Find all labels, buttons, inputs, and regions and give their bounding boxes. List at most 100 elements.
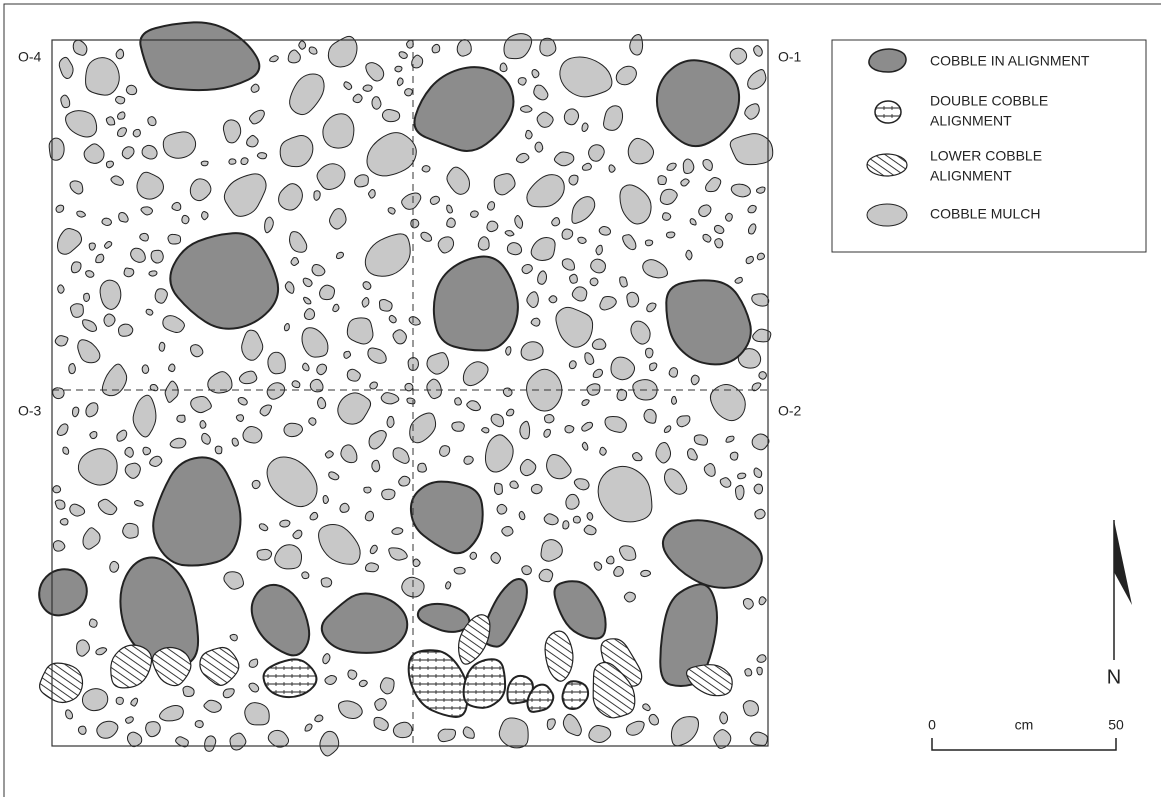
cobble-mulch	[279, 184, 303, 210]
cobble-mulch	[664, 426, 671, 433]
cobble-mulch	[102, 364, 126, 396]
cobble-alignment	[414, 67, 513, 151]
cobble-mulch	[265, 217, 274, 233]
cobble-mulch	[247, 135, 259, 146]
cobble-mulch	[106, 117, 114, 125]
lower-cobble	[200, 648, 239, 686]
cobble-mulch	[389, 315, 396, 322]
cobble-mulch	[362, 297, 369, 307]
cobble-mulch	[560, 57, 612, 97]
lower-cobble	[545, 631, 573, 681]
cobble-mulch	[363, 85, 372, 91]
cobble-alignment	[39, 569, 87, 615]
cobble-mulch	[323, 654, 330, 664]
cobble-mulch	[507, 243, 521, 255]
cobble-mulch	[73, 407, 79, 417]
cobble-mulch	[547, 455, 572, 479]
cobble-mulch	[96, 648, 107, 655]
cobble-mulch	[305, 724, 312, 731]
cobble-mulch	[535, 142, 543, 152]
cobble-mulch	[554, 152, 573, 166]
cobble-mulch	[190, 179, 211, 201]
cobble-mulch	[389, 548, 408, 560]
cobble-mulch	[315, 715, 323, 722]
cobble-mulch	[502, 527, 513, 537]
cobble-mulch	[748, 205, 756, 212]
cobble-mulch	[249, 683, 259, 692]
cobble-mulch	[348, 670, 357, 679]
cobble-mulch	[241, 158, 248, 165]
cobble-mulch	[340, 503, 349, 512]
cobble-mulch	[666, 232, 675, 238]
cobble-mulch	[623, 235, 636, 250]
cobble-mulch	[369, 430, 386, 449]
cobble-mulch	[70, 181, 83, 194]
legend-label: ALIGNMENT	[930, 113, 1012, 129]
cobble-mulch	[86, 58, 120, 96]
scale-bar: 0 cm 50	[928, 717, 1124, 750]
cobble-mulch	[236, 415, 243, 422]
cobble-mulch	[544, 514, 558, 525]
cobble-mulch	[556, 307, 593, 347]
cobble-mulch	[368, 190, 375, 199]
cobble-mulch	[731, 184, 750, 197]
cobble-mulch	[90, 431, 97, 438]
cobble-mulch	[395, 66, 402, 72]
cobble-mulch	[627, 292, 639, 307]
cobble-mulch	[745, 669, 752, 676]
cobble-mulch	[497, 504, 507, 514]
cobble-mulch	[421, 232, 432, 241]
cobble-mulch	[312, 264, 325, 275]
cobble-mulch	[267, 457, 317, 507]
corner-label: O-2	[778, 403, 802, 419]
cobble-mulch	[446, 582, 451, 589]
cobble-mulch	[525, 130, 532, 138]
cobble-mulch	[291, 257, 299, 265]
cobble-mulch	[752, 434, 769, 450]
cobble-mulch	[163, 132, 195, 158]
cobble-mulch	[190, 345, 202, 357]
cobble-mulch	[650, 363, 657, 371]
cobble-mulch	[143, 447, 151, 455]
cobble-mulch	[355, 175, 369, 187]
cobble-mulch	[387, 416, 394, 427]
cobble-mulch	[268, 730, 288, 747]
cobble-mulch	[604, 106, 623, 131]
cobble-mulch	[592, 339, 606, 349]
legend-label: COBBLE MULCH	[930, 206, 1040, 222]
cobble-mulch	[563, 521, 569, 529]
cobble-mulch	[506, 347, 511, 356]
double-cobble	[562, 681, 588, 709]
cobble-mulch	[249, 659, 258, 667]
cobble-mulch	[124, 268, 134, 277]
cobble-mulch	[170, 438, 186, 448]
cobble-mulch	[55, 336, 68, 346]
cobble-mulch	[232, 438, 238, 446]
cobble-mulch	[78, 449, 117, 485]
legend-symbol	[867, 204, 907, 226]
cobble-mulch	[393, 448, 409, 464]
cobble-mulch	[599, 227, 610, 236]
cobble-mulch	[230, 733, 246, 750]
cobble-mulch	[440, 446, 450, 457]
cobble-mulch	[582, 123, 588, 132]
cobble-mulch	[564, 109, 578, 125]
cobble-mulch	[61, 95, 70, 108]
cobble-mulch	[520, 421, 530, 439]
cobble-mulch	[399, 476, 410, 486]
cobble-mulch	[353, 94, 362, 102]
cobble-mulch	[125, 463, 140, 478]
cobble-mulch	[270, 56, 279, 62]
cobble-mulch	[522, 566, 532, 575]
legend-symbol	[875, 101, 901, 123]
cobble-mulch	[320, 731, 339, 756]
cobble-mulch	[714, 225, 723, 233]
cobble-mulch	[566, 494, 579, 509]
cobble-mulch	[205, 736, 216, 752]
cobble-mulch	[238, 397, 247, 405]
cobble-mulch	[572, 287, 587, 301]
cobble-mulch	[413, 559, 420, 566]
cobble-mulch	[89, 619, 97, 627]
cobble-mulch	[570, 274, 578, 283]
cobble-mulch	[155, 289, 167, 303]
